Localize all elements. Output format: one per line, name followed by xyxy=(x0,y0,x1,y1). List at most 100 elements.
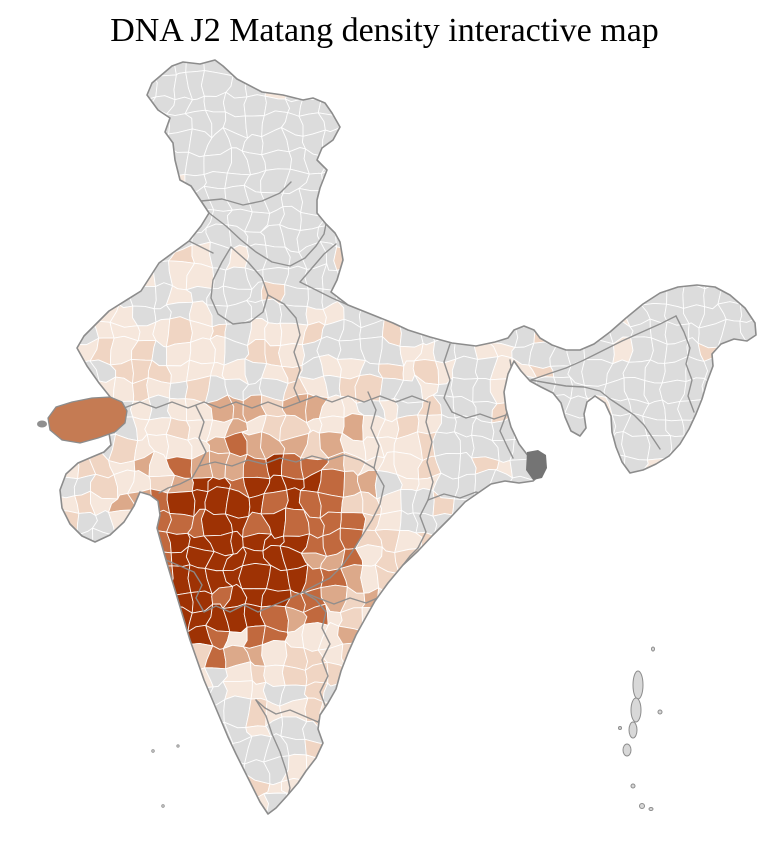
district[interactable] xyxy=(127,646,153,666)
district[interactable] xyxy=(548,205,573,231)
district[interactable] xyxy=(394,608,423,633)
district[interactable] xyxy=(492,627,512,646)
district[interactable] xyxy=(546,644,576,670)
district[interactable] xyxy=(645,268,669,283)
district[interactable] xyxy=(40,589,65,610)
district[interactable] xyxy=(70,797,96,816)
district[interactable] xyxy=(130,96,157,117)
district[interactable] xyxy=(207,738,234,760)
district[interactable] xyxy=(452,206,480,225)
district[interactable] xyxy=(589,260,608,288)
district[interactable] xyxy=(494,745,516,766)
district[interactable] xyxy=(145,204,177,227)
district[interactable] xyxy=(585,127,607,153)
district[interactable] xyxy=(514,147,538,177)
district[interactable] xyxy=(570,666,593,681)
district[interactable] xyxy=(607,454,626,479)
district[interactable] xyxy=(740,818,762,841)
district[interactable] xyxy=(400,52,422,82)
district[interactable] xyxy=(735,260,764,292)
district[interactable] xyxy=(15,510,35,537)
district[interactable] xyxy=(661,756,690,783)
district[interactable] xyxy=(472,513,499,536)
district[interactable] xyxy=(320,52,344,76)
district[interactable] xyxy=(375,187,404,210)
district[interactable] xyxy=(56,623,77,652)
district[interactable] xyxy=(413,647,442,669)
district[interactable] xyxy=(355,207,381,229)
district[interactable] xyxy=(702,682,724,707)
district[interactable] xyxy=(667,800,689,822)
district[interactable] xyxy=(131,70,158,102)
district[interactable] xyxy=(735,169,764,189)
district[interactable] xyxy=(663,838,690,842)
district[interactable] xyxy=(397,794,422,820)
district[interactable] xyxy=(586,644,613,668)
district[interactable] xyxy=(720,184,744,208)
district[interactable] xyxy=(546,34,572,62)
district[interactable] xyxy=(378,222,404,253)
district[interactable] xyxy=(110,738,136,762)
district[interactable] xyxy=(131,736,152,759)
district[interactable] xyxy=(721,660,746,690)
district[interactable] xyxy=(19,136,36,157)
district[interactable] xyxy=(91,640,113,666)
district[interactable] xyxy=(716,109,748,139)
district[interactable] xyxy=(527,602,552,628)
district[interactable] xyxy=(339,115,364,129)
district[interactable] xyxy=(496,835,511,842)
district[interactable] xyxy=(375,755,397,785)
district[interactable] xyxy=(227,34,249,57)
district[interactable] xyxy=(54,679,82,706)
district[interactable] xyxy=(127,170,157,196)
district[interactable] xyxy=(109,663,135,689)
district[interactable] xyxy=(572,260,593,288)
district[interactable] xyxy=(96,702,116,728)
district[interactable] xyxy=(701,36,727,56)
district[interactable] xyxy=(659,625,691,645)
district[interactable] xyxy=(129,779,152,806)
district[interactable] xyxy=(394,664,418,686)
district[interactable] xyxy=(396,701,419,720)
district[interactable] xyxy=(206,753,232,781)
district[interactable] xyxy=(603,223,631,253)
district[interactable] xyxy=(701,53,722,82)
district[interactable] xyxy=(507,507,529,538)
district[interactable] xyxy=(678,584,708,608)
district[interactable] xyxy=(247,811,268,839)
district[interactable] xyxy=(701,378,728,400)
district[interactable] xyxy=(552,90,576,118)
district[interactable] xyxy=(394,78,424,101)
district[interactable] xyxy=(341,150,362,170)
district[interactable] xyxy=(378,204,404,228)
district[interactable] xyxy=(411,777,440,800)
district[interactable] xyxy=(754,262,769,291)
district[interactable] xyxy=(41,338,58,365)
district[interactable] xyxy=(720,203,742,231)
district[interactable] xyxy=(755,773,769,801)
district[interactable] xyxy=(570,187,589,212)
district[interactable] xyxy=(572,70,595,100)
district[interactable] xyxy=(531,660,555,691)
district[interactable] xyxy=(489,210,518,226)
district[interactable] xyxy=(133,820,154,835)
district[interactable] xyxy=(490,260,518,287)
district[interactable] xyxy=(97,147,120,176)
district[interactable] xyxy=(760,377,769,399)
district[interactable] xyxy=(470,602,500,632)
district[interactable] xyxy=(685,165,708,193)
district[interactable] xyxy=(58,741,81,765)
district[interactable] xyxy=(52,754,81,784)
district[interactable] xyxy=(92,796,119,817)
district[interactable] xyxy=(109,641,135,668)
district[interactable] xyxy=(417,187,443,212)
district[interactable] xyxy=(53,300,82,329)
district[interactable] xyxy=(649,489,670,513)
district[interactable] xyxy=(15,497,35,516)
district[interactable] xyxy=(436,60,456,78)
district[interactable] xyxy=(528,223,552,253)
district[interactable] xyxy=(129,509,156,536)
district[interactable] xyxy=(33,761,60,783)
district[interactable] xyxy=(717,564,743,590)
district[interactable] xyxy=(247,52,269,77)
